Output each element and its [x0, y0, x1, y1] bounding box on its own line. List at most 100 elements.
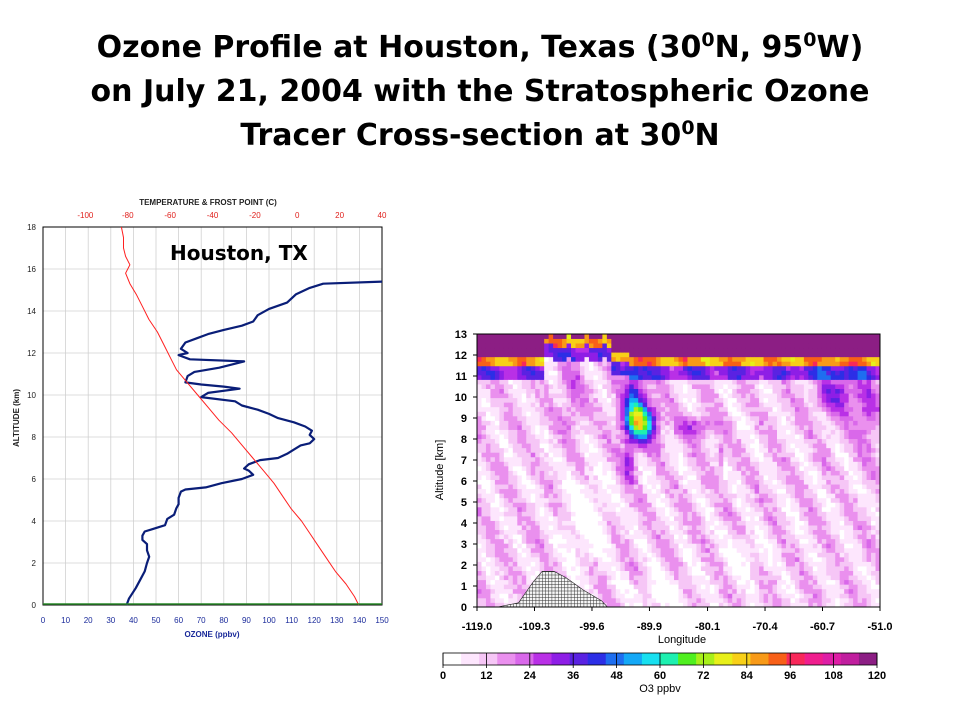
heatmap-cell: [588, 579, 594, 585]
heatmap-cell: [597, 534, 603, 540]
heatmap-cell: [759, 429, 764, 435]
heatmap-cell: [808, 384, 814, 389]
heatmap-cell: [544, 516, 550, 521]
heatmap-cell: [727, 543, 733, 549]
heatmap-cell: [494, 461, 500, 467]
heatmap-cell: [772, 588, 778, 594]
heatmap-cell: [669, 516, 675, 521]
heatmap-cell: [781, 602, 787, 608]
heatmap-cell: [682, 575, 688, 581]
heatmap-cell: [777, 575, 782, 581]
heatmap-cell: [759, 388, 764, 394]
heatmap-cell: [503, 393, 509, 399]
heatmap-cell: [660, 520, 666, 526]
heatmap-cell: [606, 438, 612, 444]
heatmap-cell: [633, 543, 639, 549]
heatmap-cell: [490, 397, 496, 403]
heatmap-cell: [687, 534, 693, 540]
heatmap-cell: [772, 361, 778, 367]
heatmap-cell: [508, 447, 514, 453]
heatmap-cell: [575, 538, 581, 544]
heatmap-cell: [736, 488, 742, 494]
heatmap-cell: [687, 420, 693, 426]
heatmap-cell: [700, 420, 706, 426]
heatmap-cell: [723, 575, 729, 581]
heatmap-cell: [477, 365, 482, 371]
heatmap-cell: [647, 579, 653, 585]
heatmap-cell: [638, 361, 644, 367]
heatmap-cell: [768, 452, 773, 458]
heatmap-cell: [794, 406, 800, 412]
heatmap-cell: [727, 593, 733, 599]
heatmap-cell: [759, 588, 764, 594]
heatmap-cell: [485, 561, 491, 567]
heatmap-cell: [826, 352, 832, 358]
heatmap-cell: [835, 338, 841, 344]
heatmap-cell: [602, 402, 608, 408]
heatmap-cell: [790, 570, 796, 576]
heatmap-cell: [647, 370, 653, 376]
heatmap-cell: [499, 425, 505, 430]
heatmap-cell: [714, 361, 720, 367]
heatmap-cell: [508, 347, 514, 353]
heatmap-cell: [727, 415, 733, 421]
heatmap-cell: [826, 575, 832, 581]
heatmap-cell: [839, 370, 845, 376]
heatmap-cell: [557, 438, 563, 444]
heatmap-cell: [508, 488, 514, 494]
heatmap-cell: [763, 602, 769, 608]
heatmap-cell: [817, 397, 823, 403]
heatmap-cell: [839, 379, 845, 385]
heatmap-cell: [709, 588, 715, 594]
heatmap-cell: [772, 406, 778, 412]
heatmap-cell: [763, 393, 769, 399]
heatmap-cell: [562, 538, 567, 544]
heatmap-cell: [759, 338, 764, 344]
heatmap-cell: [566, 470, 572, 476]
heatmap-cell: [530, 497, 536, 503]
heatmap-cell: [526, 420, 532, 426]
heatmap-cell: [490, 347, 496, 353]
heatmap-cell: [830, 406, 836, 412]
heatmap-cell: [629, 452, 635, 458]
heatmap-cell: [799, 534, 805, 540]
heatmap-cell: [718, 470, 724, 476]
heatmap-cell: [490, 502, 496, 508]
heatmap-cell: [526, 393, 532, 399]
heatmap-cell: [584, 429, 590, 435]
heatmap-cell: [656, 520, 661, 526]
heatmap-cell: [705, 488, 711, 494]
heatmap-cell: [763, 597, 769, 603]
heatmap-cell: [723, 588, 729, 594]
heatmap-cell: [481, 597, 487, 603]
heatmap-cell: [588, 461, 594, 467]
heatmap-cell: [656, 529, 661, 535]
heatmap-cell: [638, 370, 644, 376]
heatmap-cell: [579, 511, 585, 517]
heatmap-cell: [785, 447, 791, 453]
heatmap-cell: [611, 543, 617, 549]
heatmap-cell: [745, 556, 751, 562]
heatmap-cell: [553, 506, 558, 512]
heatmap-cell: [678, 352, 684, 358]
heatmap-cell: [741, 461, 747, 467]
heatmap-cell: [821, 370, 827, 376]
heatmap-cell: [606, 493, 612, 499]
heatmap-cell: [803, 597, 809, 603]
heatmap-cell: [772, 516, 778, 521]
heatmap-cell: [602, 502, 608, 508]
heatmap-cell: [700, 338, 706, 344]
heatmap-cell: [624, 543, 630, 549]
heatmap-cell: [705, 452, 711, 458]
heatmap-cell: [606, 406, 612, 412]
heatmap-cell: [579, 343, 585, 349]
heatmap-cell: [839, 543, 845, 549]
heatmap-cell: [700, 588, 706, 594]
heatmap-cell: [606, 461, 612, 467]
heatmap-cell: [817, 566, 823, 571]
heatmap-cell: [705, 370, 711, 376]
heatmap-cell: [642, 552, 648, 558]
heatmap-cell: [790, 374, 796, 380]
heatmap-cell: [700, 566, 706, 571]
heatmap-cell: [521, 502, 527, 508]
